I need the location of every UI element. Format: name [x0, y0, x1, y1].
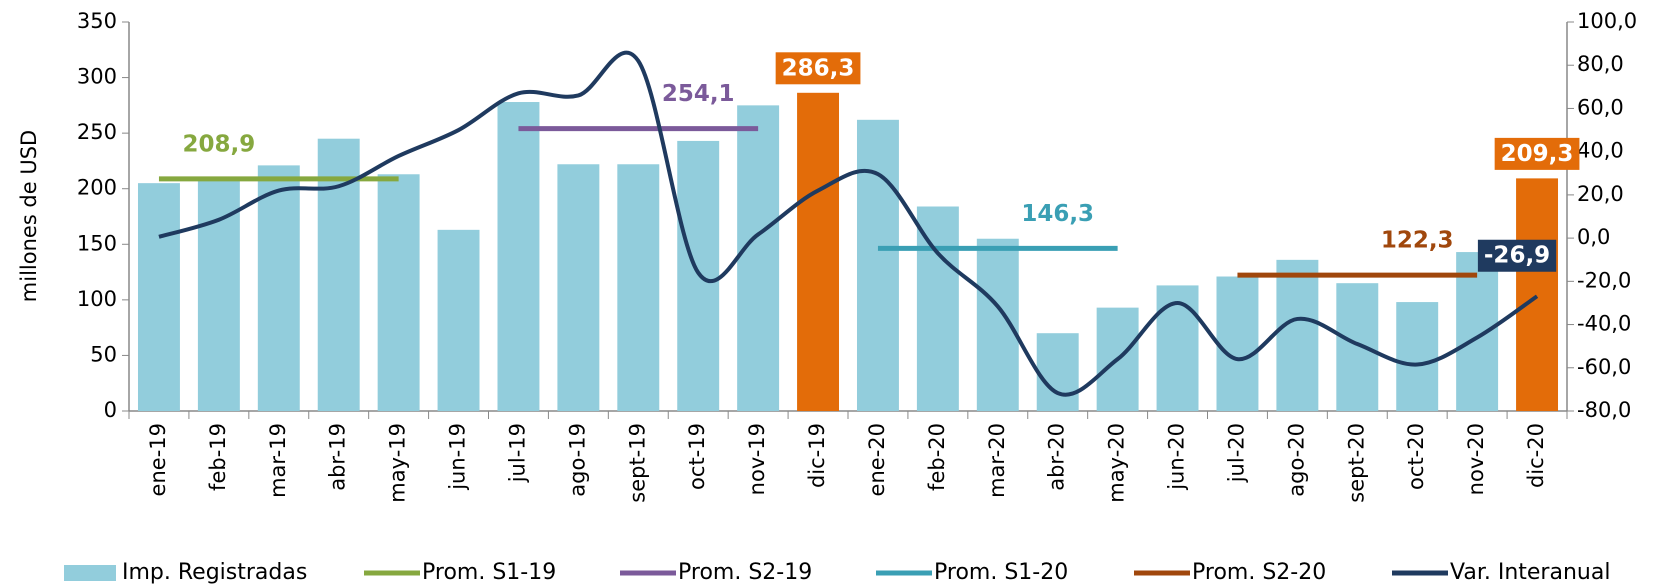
x-tick-label: ago-19	[565, 423, 589, 497]
value-label: 254,1	[662, 81, 735, 107]
y2-tick-label: -20,0	[1577, 268, 1631, 292]
x-tick-label: dic-20	[1524, 423, 1548, 488]
legend-swatch	[64, 565, 116, 581]
x-tick-label: sept-20	[1344, 423, 1368, 503]
value-label: 122,3	[1381, 228, 1454, 254]
x-tick-label: oct-19	[685, 423, 709, 490]
x-tick-label: dic-19	[805, 423, 829, 488]
y-tick-label: 100	[77, 287, 117, 311]
bar	[497, 102, 540, 411]
bar	[137, 183, 180, 411]
x-tick-label: mar-20	[985, 423, 1009, 498]
bar	[737, 105, 780, 411]
y2-tick-label: -60,0	[1577, 355, 1631, 379]
bar	[856, 119, 899, 411]
bar	[617, 164, 660, 411]
value-label: 208,9	[182, 131, 255, 157]
var-line	[158, 50, 1539, 397]
x-tick-label: jul-19	[505, 423, 529, 483]
x-tick-label: ene-20	[865, 423, 889, 496]
bar	[317, 138, 360, 411]
x-tick-label: ago-20	[1284, 423, 1308, 497]
bar	[257, 165, 300, 411]
value-label: 209,3	[1501, 141, 1574, 167]
x-tick-label: jul-20	[1224, 423, 1248, 483]
y-tick-label: 350	[77, 9, 117, 33]
y-tick-label: 0	[104, 398, 117, 422]
legend-label: Prom. S2-20	[1192, 560, 1326, 585]
value-label: 286,3	[782, 55, 855, 81]
bar	[437, 229, 480, 411]
bar	[1516, 178, 1559, 411]
x-tick-label: may-20	[1105, 423, 1129, 503]
legend-label: Var. Interanual	[1450, 560, 1610, 585]
y-axis-title: millones de USD	[17, 130, 41, 302]
value-label-box	[1494, 137, 1580, 170]
x-tick-label: ene-19	[146, 423, 170, 496]
bar	[1396, 302, 1439, 411]
y2-tick-label: 60,0	[1577, 95, 1624, 119]
x-tick-label: sept-19	[625, 423, 649, 503]
value-label: 146,3	[1021, 201, 1094, 227]
y2-tick-label: -80,0	[1577, 398, 1631, 422]
y-tick-label: 150	[77, 231, 117, 255]
bar	[916, 206, 959, 411]
bar	[1336, 283, 1379, 411]
y2-tick-label: 0,0	[1577, 225, 1610, 249]
y-tick-label: 200	[77, 176, 117, 200]
legend-label: Imp. Registradas	[122, 560, 307, 585]
value-label-box	[1477, 239, 1557, 272]
x-tick-label: oct-20	[1404, 423, 1428, 490]
legend-label: Prom. S1-19	[422, 560, 556, 585]
bar	[1456, 252, 1499, 411]
legend-label: Prom. S1-20	[934, 560, 1068, 585]
x-tick-label: feb-19	[206, 423, 230, 491]
bar	[197, 177, 240, 411]
y2-tick-label: -40,0	[1577, 312, 1631, 336]
bar	[377, 174, 420, 411]
y2-tick-label: 20,0	[1577, 182, 1624, 206]
bar	[797, 92, 840, 411]
bar	[1036, 333, 1079, 411]
y-tick-label: 300	[77, 65, 117, 89]
x-tick-label: nov-19	[745, 423, 769, 495]
y2-tick-label: 40,0	[1577, 139, 1624, 163]
x-tick-label: jun-19	[446, 423, 470, 491]
legend-label: Prom. S2-19	[678, 560, 812, 585]
y2-tick-label: 80,0	[1577, 52, 1624, 76]
x-tick-label: abr-20	[1045, 423, 1069, 491]
x-tick-label: jun-20	[1165, 423, 1189, 491]
x-tick-label: mar-19	[266, 423, 290, 498]
value-label-box	[775, 52, 861, 85]
y2-tick-label: 100,0	[1577, 9, 1637, 33]
x-tick-label: nov-20	[1464, 423, 1488, 495]
bar	[557, 164, 600, 411]
x-tick-label: feb-20	[925, 423, 949, 491]
bar	[1216, 276, 1259, 411]
y-tick-label: 50	[90, 342, 117, 366]
y-tick-label: 250	[77, 120, 117, 144]
x-tick-label: may-19	[386, 423, 410, 503]
x-tick-label: abr-19	[326, 423, 350, 491]
value-label: -26,9	[1484, 243, 1550, 269]
bar	[1276, 259, 1319, 411]
